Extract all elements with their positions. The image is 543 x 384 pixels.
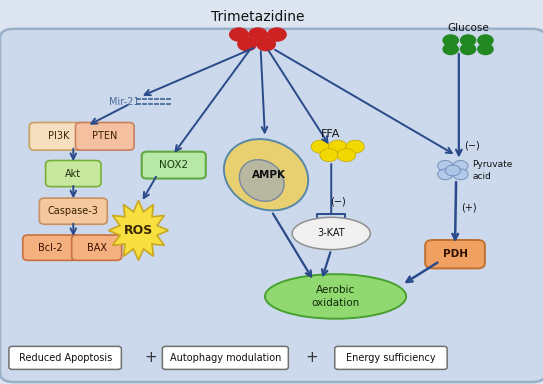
FancyBboxPatch shape [23,235,78,260]
Circle shape [438,169,453,180]
Text: PDH: PDH [443,249,468,259]
Text: Reduced Apoptosis: Reduced Apoptosis [18,353,112,363]
FancyBboxPatch shape [72,235,122,260]
Text: (−): (−) [330,196,346,206]
Text: Caspase-3: Caspase-3 [48,206,99,216]
Text: Aerobic
oxidation: Aerobic oxidation [312,285,359,308]
Circle shape [438,161,453,171]
Text: +: + [144,350,157,366]
Text: PI3K: PI3K [48,131,70,141]
Text: Energy sufficiency: Energy sufficiency [346,353,436,363]
FancyBboxPatch shape [162,346,288,369]
Circle shape [443,44,458,55]
Circle shape [460,35,476,46]
Text: ROS: ROS [124,224,153,237]
FancyBboxPatch shape [334,346,447,369]
FancyBboxPatch shape [46,161,101,187]
Circle shape [337,149,356,162]
Circle shape [443,35,458,46]
Text: Autophagy modulation: Autophagy modulation [169,353,281,363]
Text: (−): (−) [464,140,481,150]
Text: BAX: BAX [87,243,106,253]
Circle shape [453,161,468,171]
FancyBboxPatch shape [425,240,485,268]
FancyBboxPatch shape [29,122,88,150]
Text: FFA: FFA [320,129,340,139]
FancyBboxPatch shape [0,29,543,382]
Text: 3-KAT: 3-KAT [318,228,345,238]
Circle shape [238,38,256,51]
Circle shape [329,140,347,153]
Circle shape [230,28,248,41]
FancyBboxPatch shape [142,152,206,179]
FancyBboxPatch shape [75,122,134,150]
Text: Bcl-2: Bcl-2 [38,243,63,253]
Text: +: + [306,350,319,366]
Ellipse shape [224,139,308,210]
Circle shape [257,38,275,51]
Circle shape [311,140,330,153]
Text: Mir-21: Mir-21 [109,97,139,107]
Text: Pyruvate
acid: Pyruvate acid [472,161,513,180]
Circle shape [453,169,468,180]
Text: (+): (+) [462,202,477,212]
Circle shape [346,140,364,153]
Text: PTEN: PTEN [92,131,117,141]
Circle shape [320,149,338,162]
Ellipse shape [292,217,370,250]
Circle shape [460,44,476,55]
FancyBboxPatch shape [40,198,108,224]
Circle shape [445,165,460,176]
Text: NOX2: NOX2 [159,160,188,170]
FancyBboxPatch shape [9,346,122,369]
Text: Glucose: Glucose [447,23,489,33]
Circle shape [249,28,267,41]
Text: Trimetazidine: Trimetazidine [211,10,305,23]
Circle shape [268,28,286,41]
Circle shape [478,35,493,46]
Circle shape [478,44,493,55]
Text: Akt: Akt [65,169,81,179]
Ellipse shape [239,160,284,201]
Polygon shape [109,200,168,260]
Text: AMPK: AMPK [252,170,286,180]
Ellipse shape [265,274,406,319]
